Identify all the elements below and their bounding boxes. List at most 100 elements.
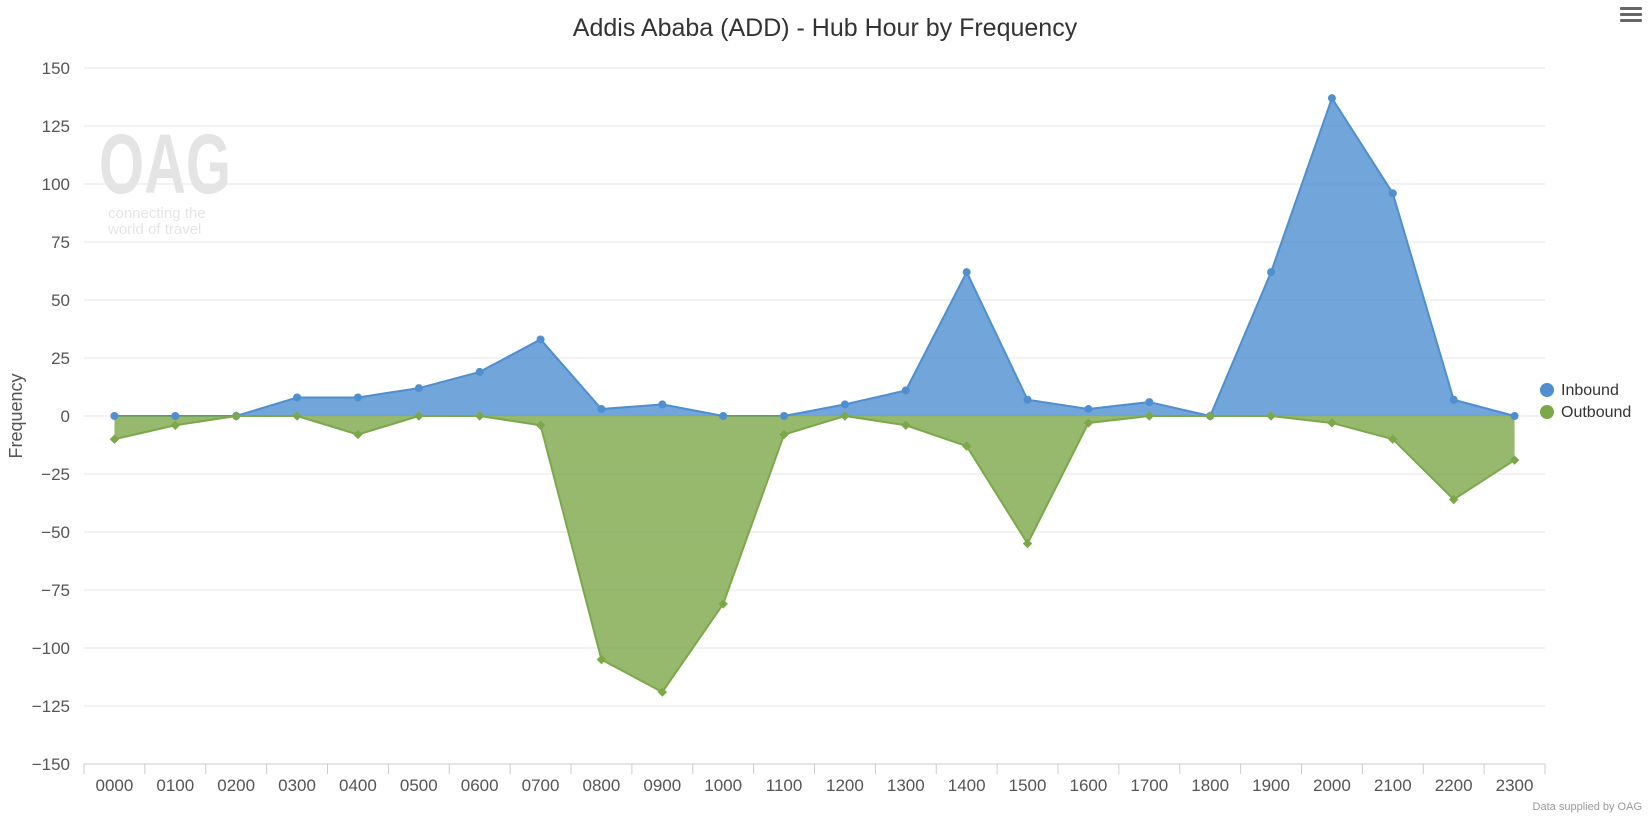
- x-tick-label: 0300: [278, 776, 316, 795]
- x-tick-label: 1900: [1252, 776, 1290, 795]
- series-line-outbound: [114, 414, 1516, 694]
- data-point-outbound[interactable]: [1448, 494, 1459, 505]
- data-point-outbound[interactable]: [1327, 418, 1337, 428]
- data-point-inbound[interactable]: [597, 405, 606, 414]
- data-point-outbound[interactable]: [718, 599, 728, 609]
- y-tick-label: −25: [41, 465, 70, 484]
- menu-line: [1620, 7, 1642, 10]
- hamburger-menu-icon[interactable]: [1620, 4, 1642, 24]
- data-point-outbound[interactable]: [901, 420, 911, 430]
- data-point-inbound[interactable]: [719, 412, 728, 420]
- data-point-outbound[interactable]: [961, 441, 972, 451]
- menu-line: [1620, 13, 1642, 16]
- data-point-outbound[interactable]: [109, 434, 120, 444]
- series-line-inbound: [114, 95, 1515, 418]
- y-tick-label: −125: [32, 697, 70, 716]
- data-point-outbound[interactable]: [1266, 411, 1276, 421]
- data-point-inbound[interactable]: [293, 393, 302, 402]
- data-point-inbound[interactable]: [171, 412, 180, 420]
- data-point-outbound[interactable]: [414, 411, 424, 421]
- x-tick-label: 0400: [339, 776, 377, 795]
- data-point-inbound[interactable]: [1267, 268, 1276, 277]
- data-point-inbound[interactable]: [110, 412, 119, 420]
- y-axis-title: Frequency: [6, 373, 26, 458]
- axes: 150 125 100 75 50 25 0 −25 −50 −75 −100 −125 −150 000…: [6, 59, 1546, 795]
- x-tick-label: 1500: [1009, 776, 1047, 795]
- data-point-inbound[interactable]: [1449, 395, 1458, 404]
- data-point-outbound[interactable]: [1388, 434, 1398, 444]
- x-tick-label: 1600: [1070, 776, 1108, 795]
- data-point-outbound[interactable]: [474, 411, 485, 421]
- legend-item-inbound[interactable]: Inbound: [1540, 382, 1619, 399]
- data-point-inbound[interactable]: [840, 400, 849, 409]
- series-area-inbound: [114, 98, 1515, 416]
- data-point-outbound[interactable]: [231, 411, 241, 421]
- series-area-outbound: [114, 416, 1515, 693]
- data-point-inbound[interactable]: [780, 412, 789, 420]
- credits-link[interactable]: Data supplied by OAG: [1532, 801, 1642, 813]
- data-point-outbound[interactable]: [1205, 411, 1215, 421]
- data-point-outbound[interactable]: [596, 654, 607, 665]
- data-point-inbound[interactable]: [1084, 405, 1093, 414]
- x-tick-label: 1100: [766, 776, 803, 795]
- y-tick-label: −100: [32, 639, 70, 658]
- data-point-outbound[interactable]: [1022, 538, 1033, 549]
- data-point-inbound[interactable]: [1388, 189, 1397, 198]
- data-point-inbound[interactable]: [475, 367, 484, 376]
- x-tick-label: 0000: [96, 776, 134, 795]
- x-tick-label: 1300: [887, 776, 925, 795]
- data-point-inbound[interactable]: [962, 268, 971, 277]
- y-tick-label: 75: [51, 233, 70, 252]
- x-tick-label: 0900: [643, 776, 681, 795]
- legend-label: Outbound: [1561, 404, 1631, 421]
- oag-watermark-logo: OAG connecting the world of travel: [99, 117, 231, 238]
- menu-line: [1620, 19, 1642, 22]
- x-tick-label: 1200: [826, 776, 864, 795]
- data-point-outbound[interactable]: [1509, 455, 1520, 465]
- data-point-inbound[interactable]: [414, 384, 423, 393]
- data-point-outbound[interactable]: [1144, 411, 1155, 421]
- data-point-outbound[interactable]: [840, 411, 850, 421]
- data-point-inbound[interactable]: [658, 400, 667, 409]
- y-tick-label: 100: [42, 175, 70, 194]
- data-point-outbound[interactable]: [1083, 418, 1094, 428]
- y-tick-label: −150: [32, 755, 70, 774]
- data-point-inbound[interactable]: [353, 393, 362, 402]
- data-point-outbound[interactable]: [353, 429, 363, 440]
- data-point-outbound[interactable]: [535, 420, 546, 430]
- x-tick-label: 0200: [217, 776, 255, 795]
- x-tick-label: 2200: [1435, 776, 1473, 795]
- data-point-outbound[interactable]: [657, 687, 668, 697]
- x-tick-label: 2300: [1496, 776, 1534, 795]
- x-tick-label: 1000: [704, 776, 742, 795]
- x-tick-label: 2000: [1313, 776, 1351, 795]
- y-tick-label: −50: [41, 523, 70, 542]
- legend-symbol: [1540, 383, 1554, 397]
- watermark-tagline-2: world of travel: [107, 221, 201, 238]
- watermark-tagline-1: connecting the: [108, 205, 206, 222]
- x-tick-label: 0800: [583, 776, 621, 795]
- data-point-inbound[interactable]: [1327, 94, 1336, 103]
- x-tick-label: 1800: [1191, 776, 1229, 795]
- chart-title: Addis Ababa (ADD) - Hub Hour by Frequenc…: [572, 14, 1078, 42]
- data-point-inbound[interactable]: [1145, 398, 1154, 407]
- data-point-inbound[interactable]: [901, 386, 910, 395]
- legend-symbol: [1540, 405, 1554, 419]
- y-tick-label: 150: [42, 59, 70, 78]
- data-point-inbound[interactable]: [1023, 395, 1032, 404]
- x-tick-label: 1700: [1130, 776, 1168, 795]
- legend-item-outbound[interactable]: Outbound: [1540, 404, 1631, 421]
- y-tick-label: 25: [51, 349, 70, 368]
- data-point-outbound[interactable]: [292, 411, 302, 421]
- x-tick-label: 0600: [461, 776, 499, 795]
- data-point-inbound[interactable]: [1510, 412, 1519, 420]
- data-point-inbound[interactable]: [536, 335, 545, 344]
- x-tick-label: 2100: [1374, 776, 1412, 795]
- data-point-outbound[interactable]: [779, 429, 789, 440]
- watermark-logo-text: OAG: [99, 117, 231, 211]
- x-tick-label: 1400: [948, 776, 986, 795]
- y-tick-label: 50: [51, 291, 70, 310]
- y-tick-label: −75: [41, 581, 70, 600]
- data-point-outbound[interactable]: [170, 420, 181, 430]
